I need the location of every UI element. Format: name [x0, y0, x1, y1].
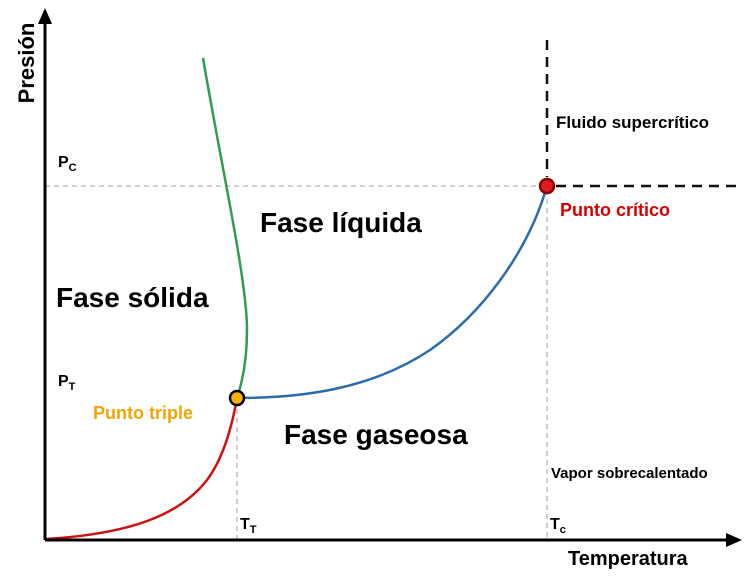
- sublimation-curve: [45, 397, 239, 541]
- tick-sub: c: [559, 524, 566, 537]
- triple-point-marker: [228, 389, 246, 407]
- label-triple-point: Punto triple: [93, 403, 193, 423]
- tick-base: P: [58, 154, 69, 171]
- tick-sub: T: [68, 381, 76, 394]
- tick-pc: PC: [58, 154, 77, 175]
- tick-base: T: [240, 516, 250, 533]
- x-axis-arrow-icon: [726, 533, 742, 547]
- vaporization-curve: [236, 185, 549, 400]
- fusion-curve: [201, 57, 249, 399]
- tick-tt: TT: [240, 516, 257, 537]
- critical-point-marker: [538, 177, 556, 195]
- x-axis-label: Temperatura: [568, 548, 688, 570]
- label-critical-point: Punto crítico: [560, 200, 671, 220]
- tick-tc: Tc: [550, 516, 566, 537]
- label-supercritical-fluid: Fluido supercrítico: [556, 113, 710, 132]
- region-label-gas: Fase gaseosa: [284, 419, 468, 450]
- y-axis-arrow-icon: [38, 8, 52, 24]
- y-axis-label: Presión: [14, 22, 39, 104]
- label-superheated-vapor: Vapor sobrecalentado: [551, 465, 708, 482]
- region-label-liquid: Fase líquida: [260, 207, 422, 238]
- tick-sub: C: [68, 162, 77, 175]
- region-label-solid: Fase sólida: [56, 282, 209, 313]
- tick-pt: PT: [58, 373, 76, 394]
- tick-base: P: [58, 373, 69, 390]
- tick-base: T: [550, 516, 560, 533]
- tick-sub: T: [249, 524, 257, 537]
